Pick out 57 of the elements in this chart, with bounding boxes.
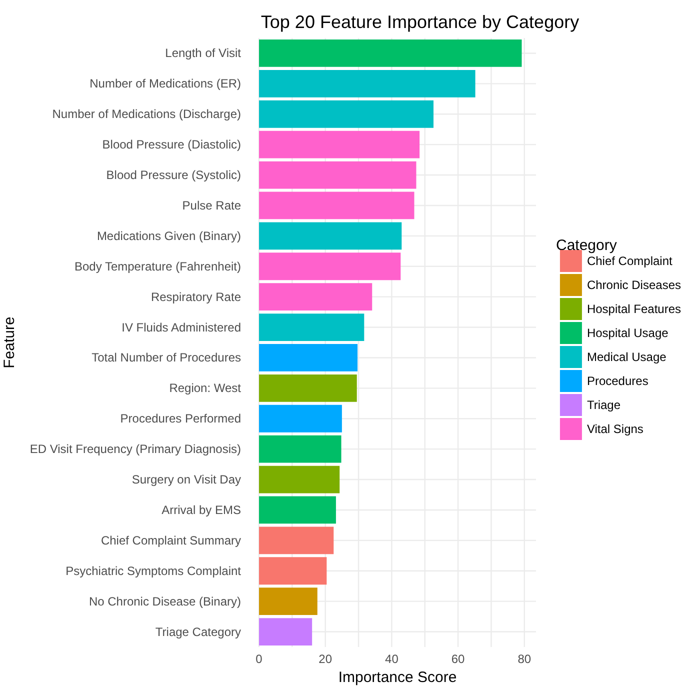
y-tick-label: Pulse Rate	[182, 198, 242, 212]
bar	[259, 526, 334, 554]
bar	[259, 100, 434, 128]
legend-label: Vital Signs	[586, 422, 644, 436]
bar	[259, 374, 357, 402]
bar	[259, 404, 342, 432]
legend-label: Medical Usage	[586, 350, 667, 364]
x-tick-label: 40	[385, 652, 399, 666]
legend-label: Chronic Diseases	[586, 278, 682, 292]
bar	[259, 314, 364, 341]
bar	[259, 192, 414, 220]
legend-label: Triage	[586, 398, 621, 412]
y-tick-label: Medications Given (Binary)	[96, 228, 241, 243]
bar	[259, 557, 327, 585]
x-tick-label: 20	[318, 652, 332, 666]
x-tick-label: 0	[256, 652, 263, 666]
y-tick-label: Region: West	[169, 381, 242, 396]
legend-label: Hospital Features	[586, 302, 682, 316]
y-tick-label: Procedures Performed	[120, 412, 241, 426]
bar	[259, 222, 402, 250]
bar	[259, 344, 358, 372]
y-tick-label: Respiratory Rate	[150, 290, 242, 304]
bar	[259, 130, 420, 158]
bar	[259, 70, 476, 98]
y-tick-label: Psychiatric Symptoms Complaint	[66, 564, 242, 578]
y-tick-label: Triage Category	[155, 624, 241, 639]
legend-title: Category	[556, 237, 618, 254]
x-tick-label: 80	[518, 652, 532, 666]
bar	[259, 252, 401, 280]
bar	[259, 40, 522, 67]
y-tick-label: Length of Visit	[165, 46, 242, 60]
y-tick-label: ED Visit Frequency (Primary Diagnosis)	[30, 442, 242, 456]
y-tick-label: Chief Complaint Summary	[100, 533, 241, 548]
x-tick-label: 60	[451, 652, 466, 666]
bar	[259, 496, 336, 524]
bar	[259, 618, 312, 646]
bar	[259, 283, 372, 311]
y-tick-label: Body Temperature (Fahrenheit)	[74, 259, 241, 274]
bar	[259, 466, 340, 494]
legend-label: Hospital Usage	[586, 326, 669, 340]
bar	[259, 435, 342, 463]
y-tick-label: Arrival by EMS	[162, 502, 241, 517]
y-axis-title: Feature	[1, 316, 18, 368]
y-tick-label: Total Number of Procedures	[92, 350, 241, 365]
y-tick-label: Surgery on Visit Day	[132, 472, 241, 487]
y-tick-label: Number of Medications (ER)	[90, 76, 241, 91]
legend-label: Chief Complaint	[586, 254, 673, 268]
bar	[259, 588, 318, 616]
y-tick-label: No Chronic Disease (Binary)	[88, 594, 241, 608]
x-axis-title: Importance Score	[338, 668, 457, 686]
y-tick-label: Number of Medications (Discharge)	[52, 107, 241, 122]
legend-label: Procedures	[586, 374, 648, 388]
chart-title: Top 20 Feature Importance by Category	[260, 12, 580, 32]
y-tick-label: IV Fluids Administered	[122, 320, 241, 334]
y-tick-label: Blood Pressure (Systolic)	[106, 168, 241, 182]
bar	[259, 161, 416, 189]
y-tick-label: Blood Pressure (Diastolic)	[102, 138, 241, 152]
